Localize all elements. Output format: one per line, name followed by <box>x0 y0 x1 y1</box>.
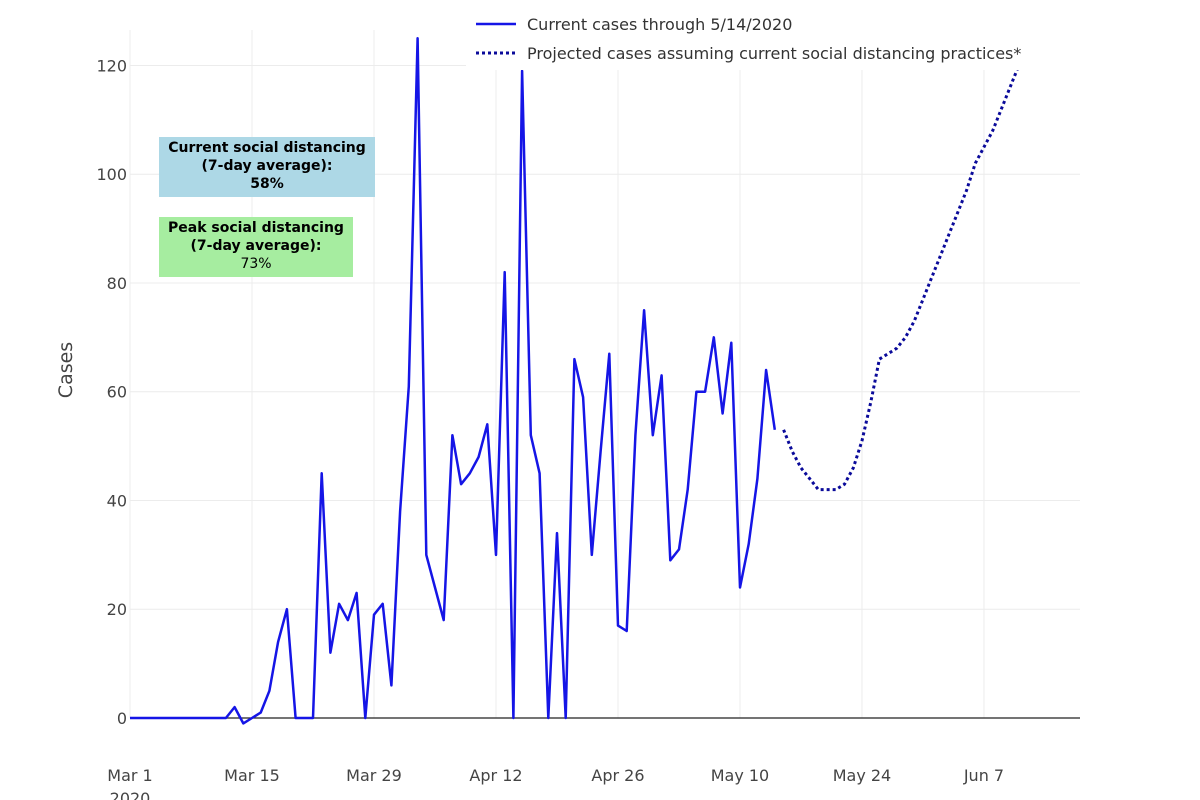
y-tick-label-3: 60 <box>107 383 127 402</box>
y-tick-label-4: 80 <box>107 274 127 293</box>
legend-item-0[interactable]: Current cases through 5/14/2020 <box>476 15 792 34</box>
current-distancing-annotation: Current social distancing (7-day average… <box>159 137 375 197</box>
legend-item-1[interactable]: Projected cases assuming current social … <box>476 44 1021 63</box>
y-tick-label-5: 100 <box>96 165 127 184</box>
y-tick-label-6: 120 <box>96 56 127 75</box>
x-tick-label-0: Mar 1 <box>107 766 152 785</box>
legend-background <box>466 4 1096 70</box>
x-tick-label-5: May 10 <box>711 766 770 785</box>
peak-distancing-value: 73% <box>240 256 272 272</box>
x-tick-label-2: Mar 29 <box>346 766 402 785</box>
peak-distancing-subtitle: (7-day average): <box>190 238 322 254</box>
peak-distancing-annotation: Peak social distancing (7-day average): … <box>159 217 353 277</box>
legend-label-0: Current cases through 5/14/2020 <box>527 15 792 34</box>
legend-label-1: Projected cases assuming current social … <box>527 44 1021 63</box>
x-tick-sublabel-0: 2020 <box>110 789 151 800</box>
current-distancing-value: 58% <box>250 176 284 192</box>
x-tick-label-7: Jun 7 <box>963 766 1004 785</box>
grid-lines <box>129 30 1080 718</box>
current-distancing-subtitle: (7-day average): <box>201 158 333 174</box>
x-tick-label-1: Mar 15 <box>224 766 280 785</box>
y-tick-label-0: 0 <box>117 709 127 728</box>
series-line-0 <box>130 37 777 725</box>
y-tick-label-1: 20 <box>107 600 127 619</box>
x-tick-label-6: May 24 <box>833 766 892 785</box>
peak-distancing-title: Peak social distancing <box>168 220 344 236</box>
series-lines <box>130 37 1021 725</box>
y-axis: 0 20 40 60 80 100 120 <box>96 56 127 728</box>
series-line-1 <box>782 64 1021 492</box>
x-tick-label-4: Apr 26 <box>591 766 644 785</box>
current-distancing-title: Current social distancing <box>168 140 366 156</box>
y-axis-title: Cases <box>55 342 77 398</box>
legend[interactable]: Current cases through 5/14/2020 Projected… <box>466 4 1096 70</box>
x-axis: Mar 1 2020 Mar 15 Mar 29 Apr 12 Apr 26 May 10 M… <box>107 766 1004 800</box>
y-tick-label-2: 40 <box>107 491 127 510</box>
x-tick-label-3: Apr 12 <box>469 766 522 785</box>
